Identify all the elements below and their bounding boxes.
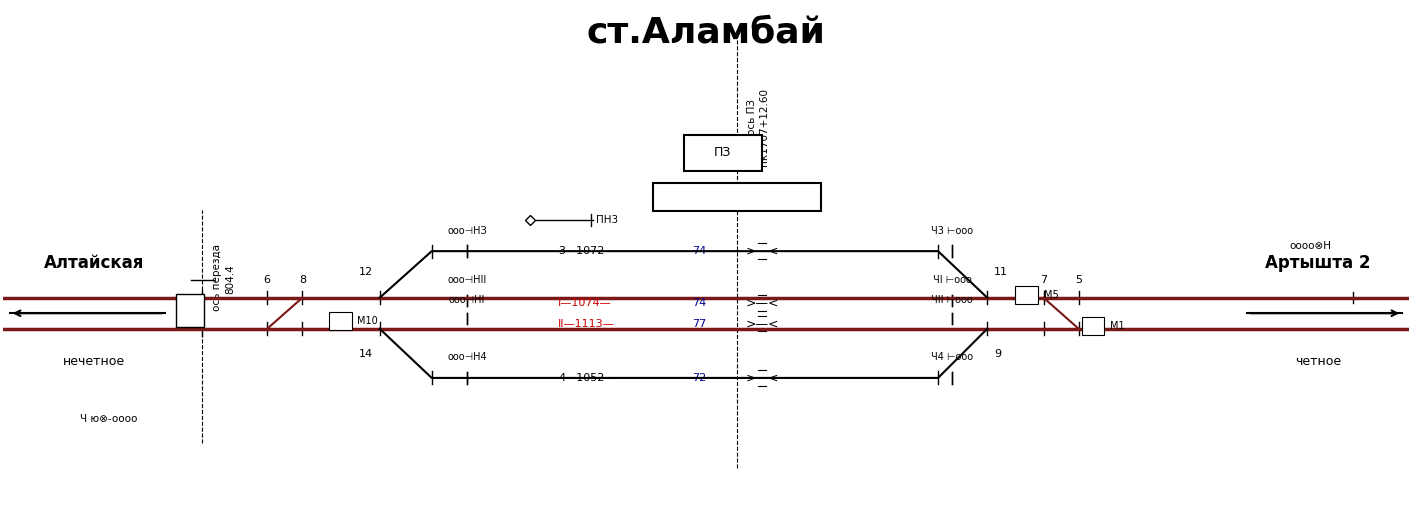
Text: ooo⊣Н4: ooo⊣Н4 [448, 353, 487, 362]
Text: >—<: >—< [746, 317, 779, 330]
Text: I—1074—: I—1074— [558, 298, 611, 308]
Text: 3—1072—: 3—1072— [558, 246, 616, 256]
Text: II—1113—: II—1113— [558, 319, 616, 328]
Text: ooo⊣НII: ooo⊣НII [448, 275, 487, 285]
Bar [652, 183, 822, 211]
Text: 74: 74 [692, 298, 706, 308]
Text: 74: 74 [692, 246, 706, 256]
Text: 77: 77 [692, 319, 706, 328]
Text: ПЗ: ПЗ [714, 146, 731, 160]
Text: 804.4: 804.4 [225, 265, 234, 294]
Text: 12: 12 [359, 267, 373, 277]
Text: Ч4 ⊢ooo: Ч4 ⊢ooo [931, 353, 973, 362]
Text: Артышта 2: Артышта 2 [1265, 254, 1371, 272]
Text: Ч ю⊗-oooo: Ч ю⊗-oooo [79, 414, 137, 424]
Text: ст.Аламбай: ст.Аламбай [586, 16, 826, 50]
Text: >—<: >—< [746, 245, 779, 258]
Bar [685, 135, 761, 171]
Text: 4—1052—: 4—1052— [558, 373, 616, 383]
Text: M5: M5 [1043, 290, 1059, 300]
Text: ooo⊣НI: ooo⊣НI [449, 295, 486, 305]
Bar [329, 312, 352, 331]
Text: Ч3 ⊢ooo: Ч3 ⊢ooo [931, 225, 973, 236]
Text: ось ПЗ: ось ПЗ [747, 99, 757, 134]
Text: пк1707+12.60: пк1707+12.60 [760, 88, 770, 166]
Text: 6: 6 [264, 275, 271, 285]
Text: >—<: >—< [746, 371, 779, 384]
Text: ooo⊣НЗ: ooo⊣НЗ [448, 225, 487, 236]
Bar [1082, 317, 1104, 335]
Text: ось перезда: ось перезда [212, 244, 222, 311]
Text: 11: 11 [994, 267, 1008, 277]
Text: 9: 9 [994, 349, 1001, 359]
Text: 7: 7 [1041, 275, 1048, 285]
Text: ЧII ⊢ooo: ЧII ⊢ooo [932, 295, 973, 305]
Text: 14: 14 [359, 349, 373, 359]
Bar [1015, 286, 1038, 304]
Bar [175, 294, 203, 327]
Text: ПН3: ПН3 [596, 215, 618, 225]
Text: нечетное: нечетное [64, 355, 126, 368]
Text: 5: 5 [1075, 275, 1082, 285]
Text: >—<: >—< [746, 297, 779, 310]
Text: M10: M10 [357, 316, 378, 326]
Text: Алтайская: Алтайская [44, 254, 144, 272]
Text: 8: 8 [299, 275, 306, 285]
Text: oooo⊗Н: oooo⊗Н [1289, 241, 1332, 251]
Text: четное: четное [1295, 355, 1341, 368]
Text: M1: M1 [1110, 321, 1124, 331]
Text: ЧI ⊢ooo: ЧI ⊢ooo [933, 275, 971, 285]
Text: 72: 72 [692, 373, 706, 383]
